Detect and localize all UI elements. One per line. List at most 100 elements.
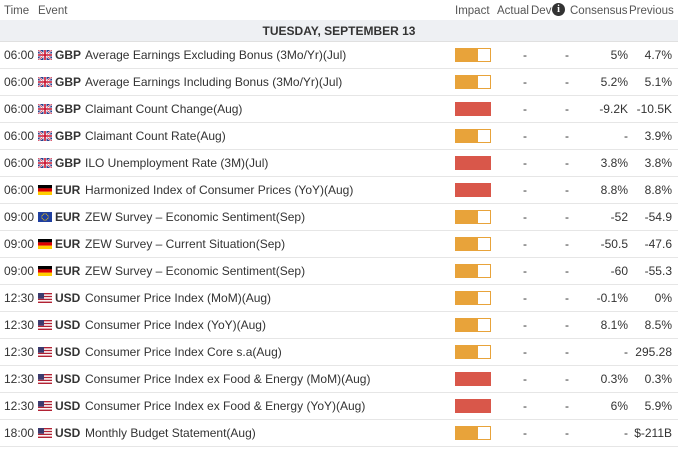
f <box>38 325 52 328</box>
dev: - <box>565 102 569 116</box>
dev: - <box>565 129 569 143</box>
f <box>41 218 43 220</box>
f <box>38 408 52 410</box>
consensus: 8.1% <box>600 318 628 332</box>
header-consensus: Consensus <box>570 5 628 17</box>
info-icon[interactable]: i <box>552 3 565 16</box>
impact-bar <box>455 426 491 440</box>
header-time: Time <box>4 5 30 17</box>
header-actual: Actual <box>497 5 529 17</box>
event: ILO Unemployment Rate (3M)(Jul) <box>85 156 269 170</box>
consensus: -52 <box>610 210 628 224</box>
previous: 8.8% <box>644 183 672 197</box>
f <box>46 213 48 215</box>
time: 06:00 <box>4 129 35 143</box>
previous: 5.1% <box>644 75 672 89</box>
row: 12:30 USD Consumer Price Index (MoM)(Aug) -… <box>0 285 678 312</box>
event: Consumer Price Index (MoM)(Aug) <box>85 291 272 305</box>
impact-bar <box>455 75 491 89</box>
flag <box>38 320 52 330</box>
f <box>38 298 52 301</box>
time: 06:00 <box>4 156 35 170</box>
currency: GBP <box>55 156 82 170</box>
f <box>38 104 52 114</box>
f <box>38 376 52 379</box>
flag <box>38 428 52 438</box>
f <box>38 401 44 407</box>
f <box>38 374 44 380</box>
f <box>44 219 46 221</box>
event: Monthly Budget Statement(Aug) <box>85 426 256 440</box>
consensus: 6% <box>610 399 628 413</box>
dev: - <box>565 399 569 413</box>
f <box>38 188 52 192</box>
event: Harmonized Index of Consumer Prices (YoY… <box>85 183 354 197</box>
previous: $-211B <box>634 426 672 440</box>
f <box>38 382 52 384</box>
f <box>38 401 52 403</box>
impact-bar <box>455 210 491 224</box>
f <box>38 402 52 404</box>
row: 06:00 GBP ILO Unemployment Rate (3M)(Jul) -… <box>0 150 678 177</box>
event: Consumer Price Index Core s.a(Aug) <box>85 345 282 359</box>
currency: GBP <box>55 48 82 62</box>
f <box>38 320 44 326</box>
header-impact: Impact <box>455 5 490 17</box>
flag <box>38 374 52 384</box>
f <box>38 327 52 329</box>
f <box>38 239 52 243</box>
previous: 5.9% <box>644 399 672 413</box>
time: 12:30 <box>4 291 35 305</box>
row: 06:00 EUR Harmonized Index of Consumer Pri… <box>0 177 678 204</box>
flag <box>38 185 52 195</box>
actual: - <box>523 237 527 251</box>
time: 09:00 <box>4 210 35 224</box>
f <box>38 131 52 141</box>
f <box>38 185 52 189</box>
currency: USD <box>55 372 81 386</box>
actual: - <box>523 75 527 89</box>
f <box>38 381 52 383</box>
date: TUESDAY, SEPTEMBER 13 <box>262 24 416 38</box>
actual: - <box>523 399 527 413</box>
f <box>41 216 43 218</box>
actual: - <box>523 426 527 440</box>
event: Consumer Price Index ex Food & Energy (M… <box>85 372 371 386</box>
f <box>38 428 52 430</box>
f <box>38 347 44 353</box>
header-previous: Previous <box>629 5 674 17</box>
f <box>38 77 52 87</box>
f <box>38 158 52 168</box>
impact-bar <box>455 291 491 305</box>
flag <box>38 212 52 222</box>
f <box>38 433 52 436</box>
consensus: 8.8% <box>600 183 628 197</box>
f <box>38 351 52 353</box>
currency: USD <box>55 318 81 332</box>
impact-bar <box>455 399 491 413</box>
dev: - <box>565 318 569 332</box>
row: 12:30 USD Consumer Price Index ex Food & E… <box>0 366 678 393</box>
dev: - <box>565 237 569 251</box>
f <box>38 355 52 357</box>
actual: - <box>523 102 527 116</box>
f <box>38 349 52 352</box>
dev: - <box>565 48 569 62</box>
consensus: 3.8% <box>600 156 628 170</box>
actual: - <box>523 129 527 143</box>
f <box>38 295 52 298</box>
time: 09:00 <box>4 237 35 251</box>
impact-bar <box>455 48 491 62</box>
time: 12:30 <box>4 318 35 332</box>
actual: - <box>523 183 527 197</box>
f <box>38 354 52 356</box>
f <box>38 405 52 407</box>
f <box>47 214 49 216</box>
f <box>38 50 52 60</box>
row: 06:00 GBP Average Earnings Including Bonus… <box>0 69 678 96</box>
impact-bar <box>455 264 491 278</box>
time: 09:00 <box>4 264 35 278</box>
currency: GBP <box>55 102 82 116</box>
actual: - <box>523 372 527 386</box>
